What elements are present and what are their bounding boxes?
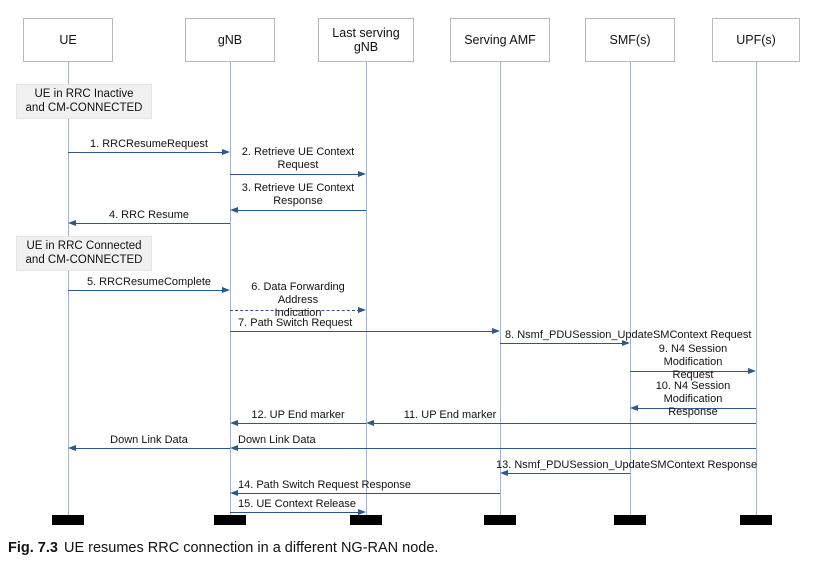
message-arrow-8 xyxy=(500,343,624,344)
message-arrow-14 xyxy=(74,448,230,449)
message-label-12: 12. UP End marker xyxy=(251,409,345,421)
message-label-3: 3. Retrieve UE Context Response xyxy=(241,182,355,207)
terminator-lsgnb xyxy=(350,515,382,525)
message-arrowhead-17 xyxy=(358,509,366,515)
message-label-1: 1. RRCResumeRequest xyxy=(90,138,208,150)
message-label-16: 14. Path Switch Request Response xyxy=(238,479,412,491)
message-arrow-3 xyxy=(236,210,366,211)
message-arrow-17 xyxy=(230,512,360,513)
message-arrow-5 xyxy=(68,290,224,291)
actor-ue: UE xyxy=(23,18,113,62)
message-arrowhead-3 xyxy=(230,207,238,213)
message-arrow-6 xyxy=(230,310,360,311)
message-label-2: 2. Retrieve UE Context Request xyxy=(241,146,355,171)
ue-state-note-1: UE in RRC Inactive and CM-CONNECTED xyxy=(16,84,152,119)
figure-caption: Fig. 7.3 UE resumes RRC connection in a d… xyxy=(8,540,438,556)
message-arrow-13 xyxy=(236,448,756,449)
message-arrow-2 xyxy=(230,174,360,175)
message-arrow-16 xyxy=(236,493,500,494)
lifeline-upf xyxy=(755,62,757,515)
message-label-13: Down Link Data xyxy=(238,434,316,446)
message-arrowhead-2 xyxy=(358,171,366,177)
message-arrow-9 xyxy=(630,371,750,372)
message-arrow-7 xyxy=(230,331,494,332)
actor-amf: Serving AMF xyxy=(450,18,550,62)
actor-gnb: gNB xyxy=(185,18,275,62)
message-arrow-10 xyxy=(636,408,756,409)
actor-smf: SMF(s) xyxy=(585,18,675,62)
terminator-ue xyxy=(52,515,84,525)
message-arrowhead-16 xyxy=(230,490,238,496)
message-label-5: 5. RRCResumeComplete xyxy=(86,276,212,288)
lifeline-gnb xyxy=(229,62,231,515)
message-label-11: 11. UP End marker xyxy=(403,409,497,421)
message-label-17: 15. UE Context Release xyxy=(238,498,357,510)
message-arrowhead-4 xyxy=(68,220,76,226)
message-arrowhead-7 xyxy=(492,328,500,334)
message-arrowhead-5 xyxy=(222,287,230,293)
message-label-4: 4. RRC Resume xyxy=(108,209,190,221)
lifeline-ue xyxy=(67,62,69,515)
terminator-upf xyxy=(740,515,772,525)
message-arrowhead-6 xyxy=(358,307,366,313)
message-arrowhead-8 xyxy=(622,340,630,346)
lifeline-lsgnb xyxy=(365,62,367,515)
terminator-smf xyxy=(614,515,646,525)
message-label-6: 6. Data Forwarding Address Indication xyxy=(251,281,345,319)
message-arrow-12 xyxy=(236,423,366,424)
message-arrowhead-14 xyxy=(68,445,76,451)
terminator-amf xyxy=(484,515,516,525)
message-label-10: 10. N4 Session Modification Response xyxy=(655,380,731,418)
actor-lsgnb: Last serving gNB xyxy=(318,18,414,62)
actor-upf: UPF(s) xyxy=(712,18,800,62)
message-label-7: 7. Path Switch Request xyxy=(238,317,353,329)
message-arrowhead-9 xyxy=(748,368,756,374)
message-arrow-1 xyxy=(68,152,224,153)
message-arrow-11 xyxy=(372,423,756,424)
message-label-9: 9. N4 Session Modification Request xyxy=(658,343,728,381)
message-label-14: Down Link Data xyxy=(110,434,188,446)
message-arrowhead-15 xyxy=(500,470,508,476)
figure-caption-label: Fig. 7.3 xyxy=(8,540,58,556)
message-arrow-15 xyxy=(506,473,630,474)
message-label-8: 8. Nsmf_PDUSession_UpdateSMContext Reque… xyxy=(505,329,752,341)
ue-state-note-2: UE in RRC Connected and CM-CONNECTED xyxy=(16,236,152,271)
message-arrowhead-12 xyxy=(230,420,238,426)
message-arrowhead-13 xyxy=(230,445,238,451)
lifeline-amf xyxy=(499,62,501,515)
message-label-15: 13. Nsmf_PDUSession_UpdateSMContext Resp… xyxy=(496,459,758,471)
message-arrowhead-10 xyxy=(630,405,638,411)
terminator-gnb xyxy=(214,515,246,525)
message-arrowhead-11 xyxy=(366,420,374,426)
message-arrowhead-1 xyxy=(222,149,230,155)
message-arrow-4 xyxy=(74,223,230,224)
lifeline-smf xyxy=(629,62,631,515)
figure-caption-text: UE resumes RRC connection in a different… xyxy=(63,540,439,556)
